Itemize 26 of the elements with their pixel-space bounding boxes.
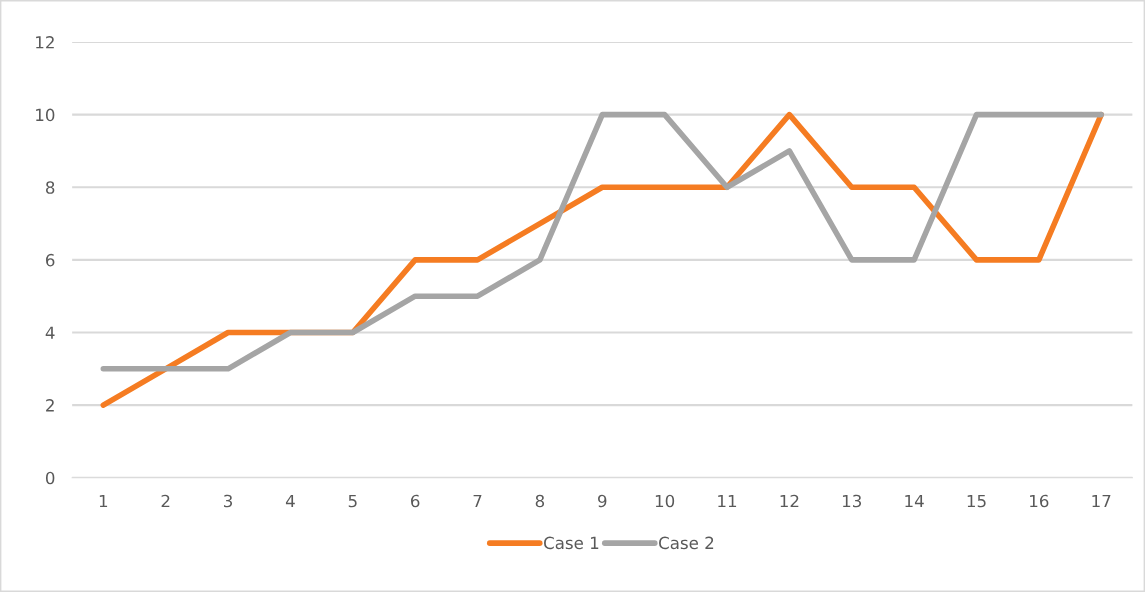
x-tick-label: 5 [348,494,357,508]
y-tick-label: 6 [46,253,55,267]
x-tick-label: 17 [1092,494,1111,508]
legend-label: Case 2 [659,536,714,550]
x-tick-label: 15 [967,494,986,508]
x-tick-label: 10 [655,494,675,508]
y-tick-label: 10 [36,108,55,122]
x-tick-label: 11 [718,494,737,508]
x-tick-label: 4 [285,494,295,508]
x-tick-label: 14 [905,494,924,508]
y-tick-label: 12 [36,35,54,49]
x-tick-label: 9 [598,494,607,508]
x-tick-label: 7 [473,494,482,508]
legend-label: Case 1 [544,536,599,550]
y-tick-label: 8 [45,181,55,194]
x-tick-label: 16 [1030,494,1049,508]
x-tick-label: 1 [99,494,108,508]
y-tick-label: 0 [45,471,55,485]
x-tick-label: 2 [161,494,170,508]
x-tick-label: 6 [411,494,420,508]
y-tick-label: 4 [45,326,55,339]
x-tick-label: 12 [780,494,799,508]
x-tick-label: 8 [535,494,545,508]
y-tick-label: 2 [46,399,54,412]
x-tick-label: 3 [224,494,233,508]
x-tick-label: 13 [842,494,862,508]
